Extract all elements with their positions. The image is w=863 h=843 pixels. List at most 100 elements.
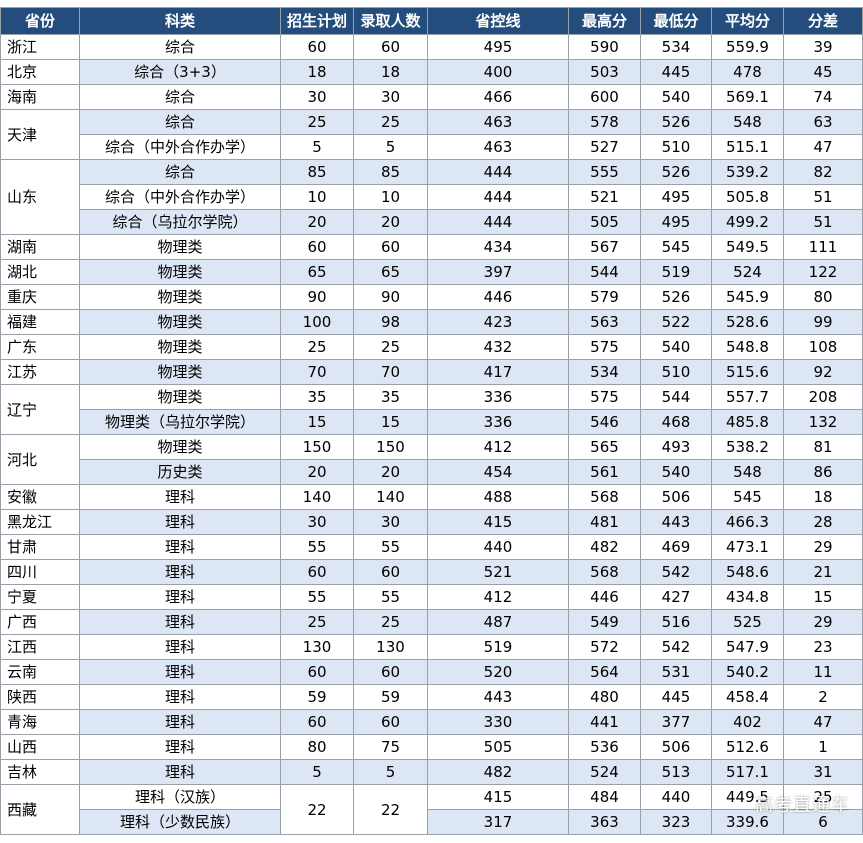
avg-score-cell: 539.2 xyxy=(711,159,784,185)
control-line-cell: 412 xyxy=(427,434,569,460)
score-diff-cell: 80 xyxy=(783,284,863,310)
table-row: 综合（中外合作办学） 10 10 444 521 495 505.8 51 xyxy=(1,184,863,210)
score-diff-cell: 82 xyxy=(783,159,863,185)
plan-cell: 55 xyxy=(280,534,354,560)
control-line-cell: 434 xyxy=(427,234,569,260)
header-min-score: 最低分 xyxy=(640,7,712,35)
category-cell: 理科 xyxy=(79,509,281,535)
max-score-cell: 575 xyxy=(568,334,641,360)
min-score-cell: 542 xyxy=(640,634,712,660)
plan-cell: 55 xyxy=(280,584,354,610)
control-line-cell: 463 xyxy=(427,109,569,135)
avg-score-cell: 524 xyxy=(711,259,784,285)
score-diff-cell: 39 xyxy=(783,34,863,60)
plan-cell: 80 xyxy=(280,734,354,760)
min-score-cell: 510 xyxy=(640,359,712,385)
table-row: 山西 理科 80 75 505 536 506 512.6 1 xyxy=(0,734,863,760)
table-row: 理科（少数民族） 317 363 323 339.6 6 xyxy=(1,809,863,835)
min-score-cell: 377 xyxy=(640,709,712,735)
control-line-cell: 397 xyxy=(427,259,569,285)
plan-cell: 30 xyxy=(280,509,354,535)
score-diff-cell: 132 xyxy=(783,409,863,435)
admitted-cell: 35 xyxy=(353,384,428,410)
score-diff-cell: 51 xyxy=(783,209,863,235)
avg-score-cell: 525 xyxy=(711,609,784,635)
control-line-cell: 482 xyxy=(427,759,569,785)
category-cell: 综合 xyxy=(79,159,281,185)
plan-cell: 20 xyxy=(280,209,354,235)
max-score-cell: 505 xyxy=(568,209,641,235)
score-diff-cell: 208 xyxy=(783,384,863,410)
score-diff-cell: 108 xyxy=(783,334,863,360)
category-cell: 理科 xyxy=(79,584,281,610)
avg-score-cell: 540.2 xyxy=(711,659,784,685)
plan-cell: 25 xyxy=(280,109,354,135)
table-row: 云南 理科 60 60 520 564 531 540.2 11 xyxy=(0,659,863,685)
score-diff-cell: 29 xyxy=(783,609,863,635)
control-line-cell: 415 xyxy=(427,784,569,810)
max-score-cell: 363 xyxy=(568,809,641,835)
max-score-cell: 521 xyxy=(568,184,641,210)
table-body: 浙江 综合 60 60 495 590 534 559.9 39 北京 综合（3+3） 18 18 400… xyxy=(0,34,863,835)
admitted-cell: 10 xyxy=(353,184,428,210)
header-control-line: 省控线 xyxy=(427,7,569,35)
max-score-cell: 565 xyxy=(568,434,641,460)
max-score-cell: 482 xyxy=(568,534,641,560)
admitted-cell: 20 xyxy=(353,209,428,235)
admitted-cell: 90 xyxy=(353,284,428,310)
control-line-cell: 423 xyxy=(427,309,569,335)
table-row: 天津 综合 25 25 463 578 526 548 63 xyxy=(0,109,863,160)
control-line-cell: 463 xyxy=(427,134,569,160)
min-score-cell: 493 xyxy=(640,434,712,460)
avg-score-cell: 485.8 xyxy=(711,409,784,435)
admission-score-table: 省份 科类 招生计划 录取人数 省控线 最高分 最低分 平均分 分差 浙江 综合 6… xyxy=(0,7,863,835)
admitted-cell: 55 xyxy=(353,584,428,610)
admitted-cell: 18 xyxy=(353,59,428,85)
admitted-cell: 65 xyxy=(353,259,428,285)
category-cell: 综合（3+3） xyxy=(79,59,281,85)
plan-cell: 90 xyxy=(280,284,354,310)
min-score-cell: 468 xyxy=(640,409,712,435)
plan-cell: 60 xyxy=(280,659,354,685)
plan-cell: 60 xyxy=(280,559,354,585)
province-cell: 陕西 xyxy=(0,684,80,710)
min-score-cell: 445 xyxy=(640,59,712,85)
province-cell: 天津 xyxy=(0,109,80,160)
plan-cell: 65 xyxy=(280,259,354,285)
score-diff-cell: 21 xyxy=(783,559,863,585)
category-cell: 理科 xyxy=(79,734,281,760)
province-cell: 重庆 xyxy=(0,284,80,310)
score-diff-cell: 81 xyxy=(783,434,863,460)
avg-score-cell: 548.6 xyxy=(711,559,784,585)
table-row: 湖北 物理类 65 65 397 544 519 524 122 xyxy=(0,259,863,285)
max-score-cell: 600 xyxy=(568,84,641,110)
category-cell: 物理类 xyxy=(79,259,281,285)
category-cell: 理科 xyxy=(79,759,281,785)
min-score-cell: 516 xyxy=(640,609,712,635)
max-score-cell: 441 xyxy=(568,709,641,735)
max-score-cell: 555 xyxy=(568,159,641,185)
table-row: 四川 理科 60 60 521 568 542 548.6 21 xyxy=(0,559,863,585)
admitted-cell: 60 xyxy=(353,34,428,60)
avg-score-cell: 528.6 xyxy=(711,309,784,335)
control-line-cell: 415 xyxy=(427,509,569,535)
province-cell: 西藏 xyxy=(0,784,80,835)
min-score-cell: 526 xyxy=(640,159,712,185)
control-line-cell: 444 xyxy=(427,209,569,235)
province-cell: 山西 xyxy=(0,734,80,760)
min-score-cell: 443 xyxy=(640,509,712,535)
control-line-cell: 336 xyxy=(427,384,569,410)
table-row: 广西 理科 25 25 487 549 516 525 29 xyxy=(0,609,863,635)
avg-score-cell: 557.7 xyxy=(711,384,784,410)
plan-cell: 10 xyxy=(280,184,354,210)
min-score-cell: 495 xyxy=(640,209,712,235)
avg-score-cell: 339.6 xyxy=(711,809,784,835)
category-cell: 理科 xyxy=(79,534,281,560)
province-cell: 云南 xyxy=(0,659,80,685)
plan-cell: 20 xyxy=(280,459,354,485)
category-cell: 理科 xyxy=(79,559,281,585)
admitted-cell: 5 xyxy=(353,134,428,160)
table-row: 北京 综合（3+3） 18 18 400 503 445 478 45 xyxy=(0,59,863,85)
category-cell: 物理类 xyxy=(79,359,281,385)
score-diff-cell: 92 xyxy=(783,359,863,385)
